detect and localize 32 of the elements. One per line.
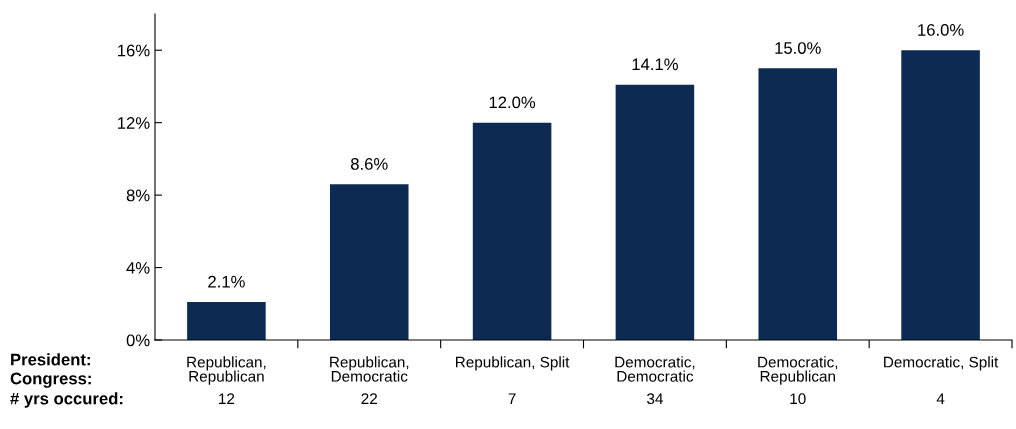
y-tick-label: 16% (118, 44, 150, 57)
text: President: (11, 353, 90, 366)
text: 10 (790, 393, 806, 405)
bar (615, 84, 695, 340)
text: 12 (219, 393, 235, 404)
bar (901, 50, 980, 340)
data-label: 16.0% (918, 24, 964, 36)
data-label: 12.0% (489, 96, 536, 109)
y-tick-label: 8% (126, 189, 150, 202)
y-tick-label: 12% (118, 117, 150, 129)
x-tick-label: Democratic, Democratic (615, 356, 695, 382)
text: # yrs occured: (10, 392, 123, 408)
x-tick-label: Republican, Split (456, 356, 570, 371)
y-tick-label: 4% (126, 262, 150, 274)
x-tick-label: Republican, Democratic (330, 356, 409, 382)
bar (472, 122, 552, 340)
data-label: 8.6% (350, 158, 388, 170)
bar (758, 68, 838, 340)
bar (187, 301, 266, 340)
text: 7 (508, 393, 516, 404)
text: 22 (361, 393, 377, 404)
bar (329, 184, 409, 340)
x-tick-label: Democratic, Split (884, 356, 999, 371)
text: Congress: (10, 372, 91, 388)
data-label: 2.1% (208, 275, 245, 288)
x-tick-label: Democratic, Republican (758, 356, 838, 385)
text: 4 (936, 393, 945, 404)
x-tick-label: Republican, Republican (187, 356, 266, 385)
data-label: 14.1% (632, 58, 678, 71)
y-tick-label: 0% (126, 334, 150, 347)
data-label: 15.0% (775, 42, 821, 54)
text: 34 (647, 393, 663, 405)
